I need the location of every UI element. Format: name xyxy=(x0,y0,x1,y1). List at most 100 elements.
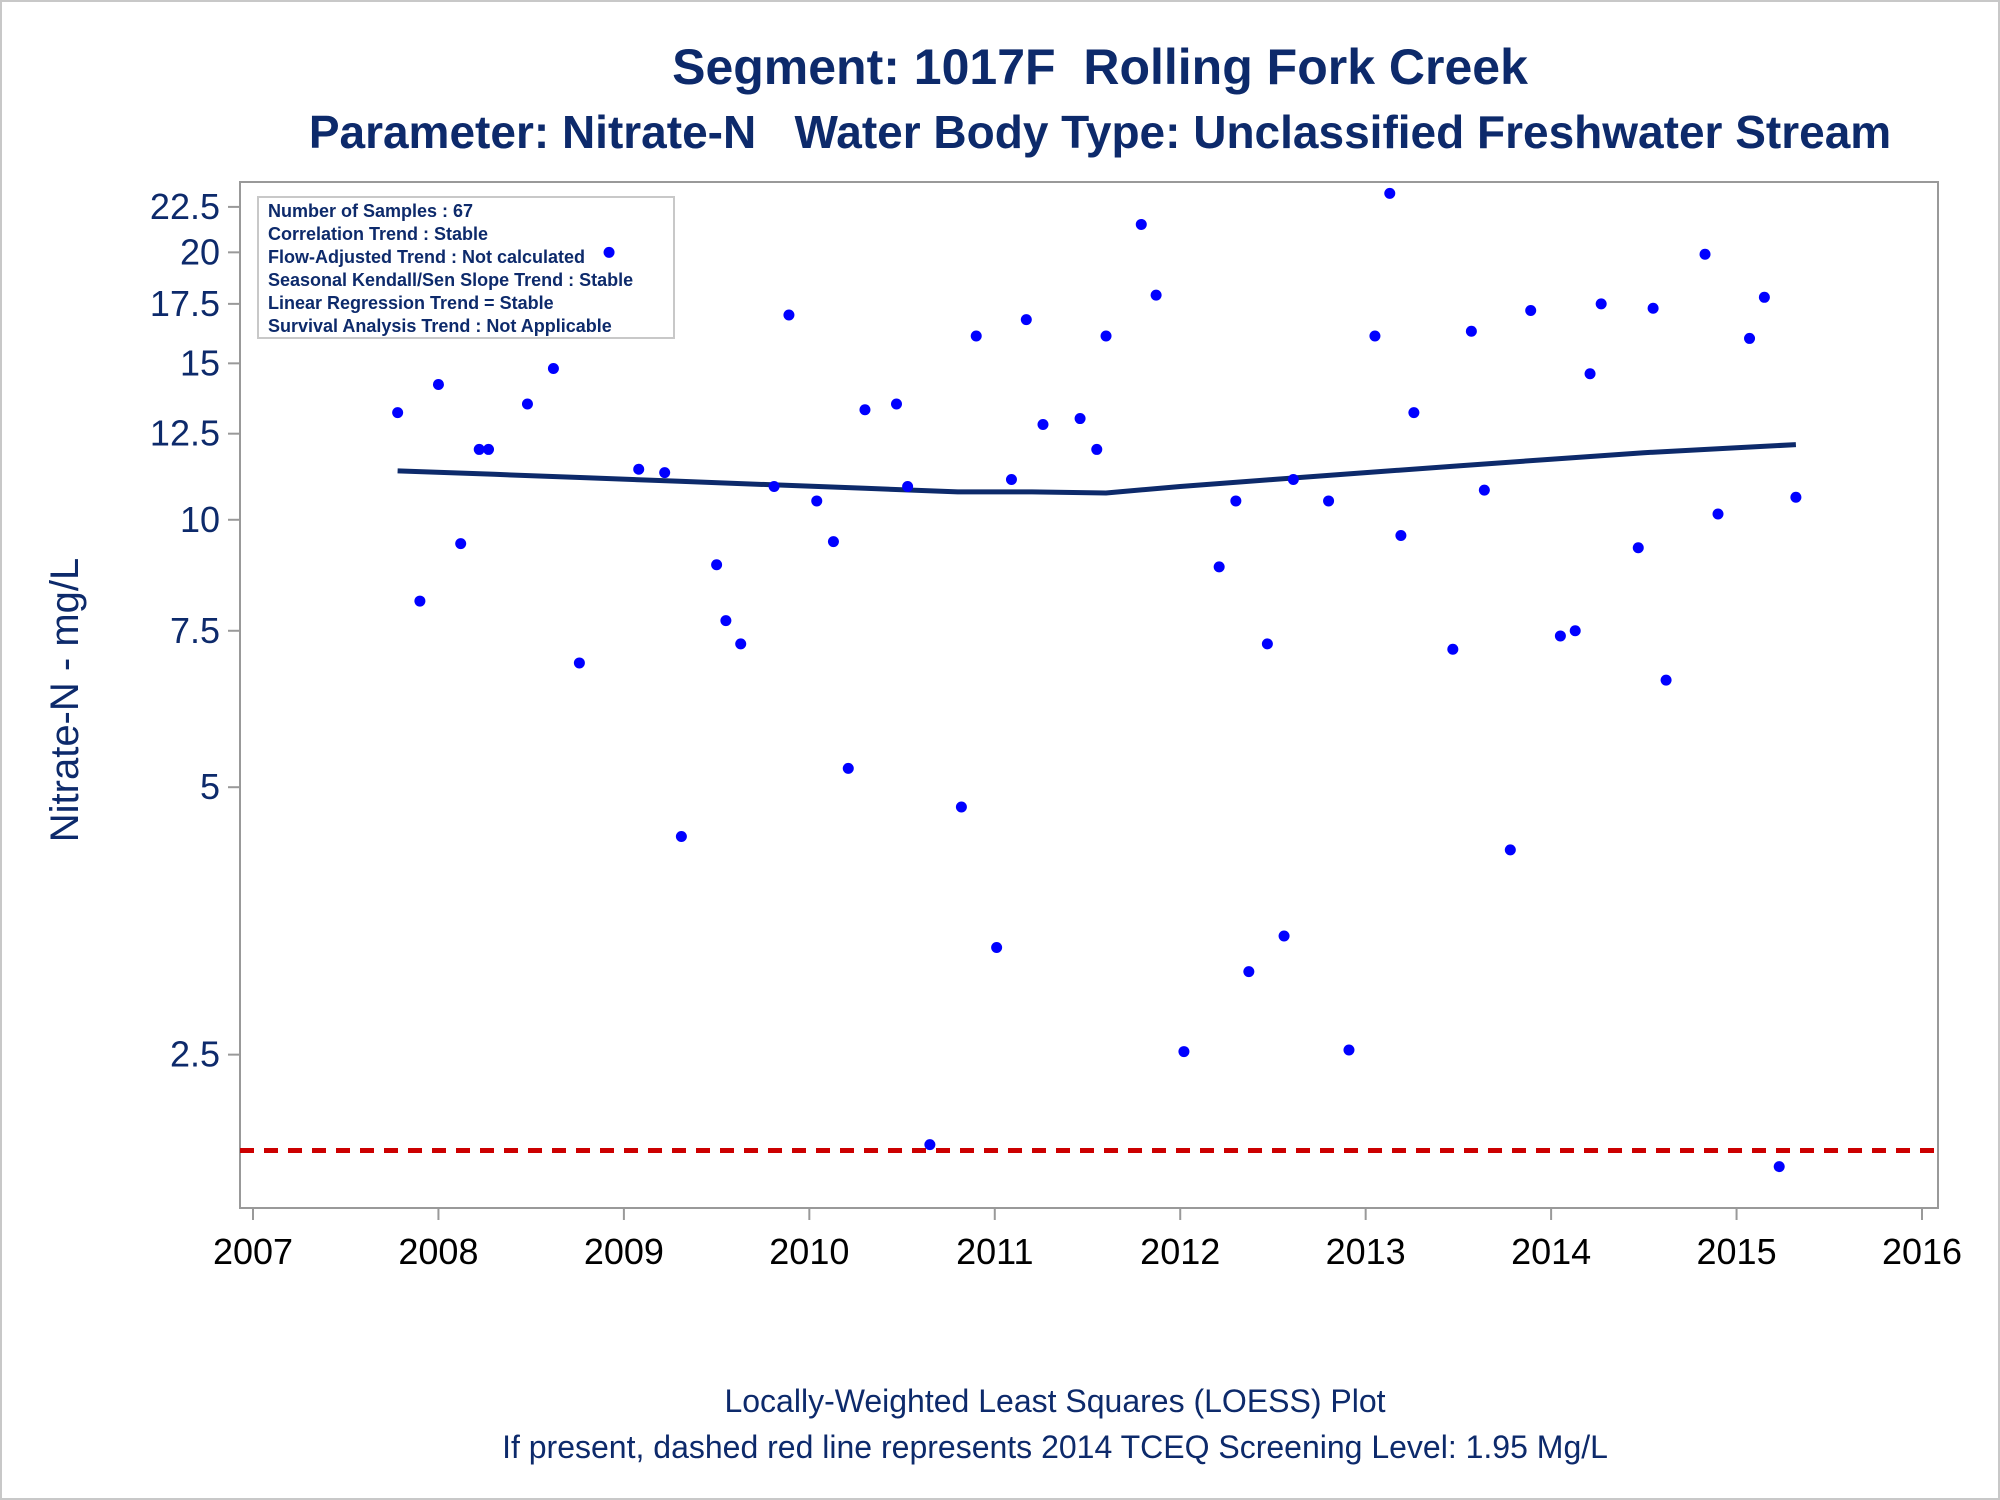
data-point xyxy=(842,762,854,774)
plot-area xyxy=(239,181,1939,1209)
data-point xyxy=(392,407,404,419)
data-points xyxy=(392,187,1802,1173)
footnote-screening: If present, dashed red line represents 2… xyxy=(502,1429,1608,1465)
data-point xyxy=(827,536,839,548)
data-point xyxy=(1554,630,1566,642)
chart-subtitle: Parameter: Nitrate-N Water Body Type: Un… xyxy=(309,106,1891,158)
data-point xyxy=(1647,302,1659,314)
data-point xyxy=(711,559,723,571)
x-tick-label: 2010 xyxy=(769,1231,849,1272)
data-point xyxy=(1100,330,1112,342)
data-point xyxy=(1632,542,1644,554)
data-point xyxy=(603,246,615,258)
data-point xyxy=(1408,407,1420,419)
y-tick-label: 7.5 xyxy=(170,610,220,651)
chart-title: Segment: 1017F Rolling Fork Creek xyxy=(672,39,1528,95)
y-tick-label: 5 xyxy=(200,766,220,807)
data-point xyxy=(1478,484,1490,496)
data-point xyxy=(1773,1161,1785,1173)
data-point xyxy=(1584,368,1596,380)
data-point xyxy=(1525,305,1537,317)
data-point xyxy=(1243,966,1255,978)
data-point xyxy=(859,404,871,416)
loess-trend-line xyxy=(397,442,1797,496)
x-axis: 2007 2008 2009 2010 2011 2012 2013 2014 2015 2016 xyxy=(213,1208,1962,1272)
data-point xyxy=(1261,638,1273,650)
data-point xyxy=(1744,332,1756,344)
data-point xyxy=(924,1139,936,1151)
y-tick-label: 12.5 xyxy=(150,413,220,454)
x-tick-label: 2008 xyxy=(398,1231,478,1272)
data-point xyxy=(811,495,823,507)
data-point xyxy=(1660,674,1672,686)
y-tick-label: 10 xyxy=(180,499,220,540)
x-tick-label: 2016 xyxy=(1882,1231,1962,1272)
x-tick-label: 2012 xyxy=(1140,1231,1220,1272)
data-point xyxy=(1343,1044,1355,1056)
stats-line: Correlation Trend : Stable xyxy=(268,224,488,244)
data-point xyxy=(455,538,467,550)
y-axis-label: Nitrate-N - mg/L xyxy=(43,558,87,843)
x-tick-label: 2009 xyxy=(584,1231,664,1272)
data-point xyxy=(547,363,559,375)
data-point xyxy=(970,330,982,342)
data-point xyxy=(659,467,671,479)
data-point xyxy=(1712,508,1724,520)
stats-line: Survival Analysis Trend : Not Applicable xyxy=(268,316,612,336)
y-tick-label: 22.5 xyxy=(150,186,220,227)
data-point xyxy=(1369,330,1381,342)
data-point xyxy=(991,942,1003,954)
data-point xyxy=(1569,625,1581,637)
data-point xyxy=(1230,495,1242,507)
data-point xyxy=(1037,419,1049,431)
y-tick-label: 15 xyxy=(180,342,220,383)
data-point xyxy=(1178,1046,1190,1058)
data-point xyxy=(1150,289,1162,301)
data-point xyxy=(473,443,485,455)
data-point xyxy=(1091,443,1103,455)
data-point xyxy=(1395,530,1407,542)
x-tick-label: 2011 xyxy=(956,1231,1033,1272)
data-point xyxy=(1758,291,1770,303)
data-point xyxy=(414,595,426,607)
data-point xyxy=(633,463,645,475)
data-point xyxy=(1447,643,1459,655)
stats-line: Seasonal Kendall/Sen Slope Trend : Stabl… xyxy=(268,270,633,290)
data-point xyxy=(675,831,687,843)
data-point xyxy=(1287,474,1299,486)
data-point xyxy=(1384,187,1396,199)
data-point xyxy=(1020,314,1032,326)
data-point xyxy=(720,615,732,627)
data-point xyxy=(1465,325,1477,337)
data-point xyxy=(573,657,585,669)
x-tick-label: 2015 xyxy=(1697,1231,1777,1272)
data-point xyxy=(1595,298,1607,310)
x-tick-label: 2014 xyxy=(1511,1231,1591,1272)
data-point xyxy=(432,378,444,390)
data-point xyxy=(521,398,533,410)
data-point xyxy=(735,638,747,650)
x-tick-label: 2007 xyxy=(213,1231,293,1272)
data-point xyxy=(890,398,902,410)
data-point xyxy=(1005,474,1017,486)
y-tick-label: 20 xyxy=(180,231,220,272)
stats-line: Flow-Adjusted Trend : Not calculated xyxy=(268,247,585,267)
y-tick-label: 17.5 xyxy=(150,283,220,324)
stats-line: Number of Samples : 67 xyxy=(268,201,473,221)
data-point xyxy=(1323,495,1335,507)
data-point xyxy=(1504,844,1516,856)
data-point xyxy=(902,481,914,493)
stats-legend-box: Number of Samples : 67 Correlation Trend … xyxy=(257,196,675,339)
data-point xyxy=(768,481,780,493)
data-point xyxy=(955,801,967,813)
y-tick-label: 2.5 xyxy=(170,1034,220,1075)
data-point xyxy=(1790,491,1802,503)
data-point xyxy=(783,309,795,321)
data-point xyxy=(1699,248,1711,260)
stats-line: Linear Regression Trend = Stable xyxy=(268,293,554,313)
data-point xyxy=(483,443,495,455)
footnote-loess: Locally-Weighted Least Squares (LOESS) P… xyxy=(724,1383,1385,1419)
data-point xyxy=(1074,413,1086,425)
